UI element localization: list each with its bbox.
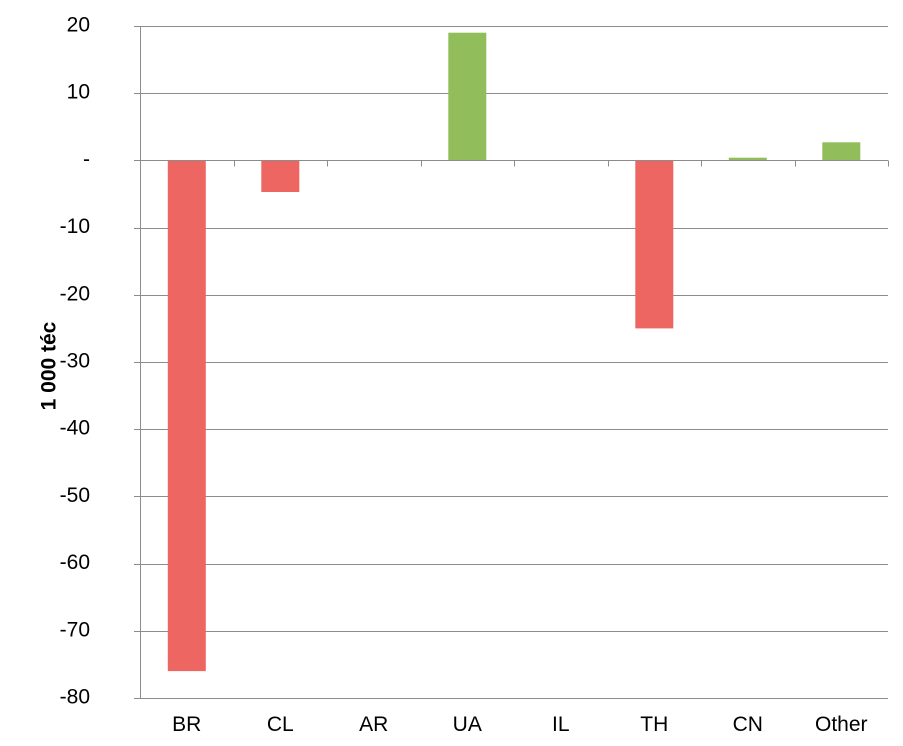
bar-cl — [261, 160, 300, 192]
y-axis-title: 1 000 téc — [38, 321, 61, 410]
x-tick-label: IL — [552, 713, 570, 736]
gridlines — [140, 26, 888, 699]
y-tick-labels: 20 10 - -10 -20 -30 -40 -50 -60 -70 -80 — [60, 14, 90, 709]
y-tick-label: -50 — [60, 484, 90, 507]
x-tick-label: UA — [453, 713, 482, 736]
y-tick-label: -80 — [60, 686, 90, 709]
x-tick-labels: BR CL AR UA IL TH CN Other — [172, 713, 867, 736]
axes — [134, 26, 889, 699]
x-tick-label: TH — [640, 713, 668, 736]
y-tick-label: -60 — [60, 551, 90, 574]
x-tick-label: CL — [267, 713, 294, 736]
y-tick-label: -20 — [60, 282, 90, 305]
y-tick-label: -40 — [60, 417, 90, 440]
bars — [167, 32, 861, 672]
bar-th — [635, 160, 674, 329]
x-tick-label: AR — [359, 713, 388, 736]
y-tick-label: 10 — [67, 81, 90, 104]
x-tick-label: CN — [733, 713, 763, 736]
y-tick-label: -30 — [60, 350, 90, 373]
y-tick-label: -10 — [60, 215, 90, 238]
y-tick-label: - — [83, 148, 90, 171]
bar-br — [167, 160, 206, 672]
bar-ua — [448, 32, 487, 161]
bar-other — [822, 142, 861, 161]
y-tick-label: -70 — [60, 618, 90, 641]
bar-cn — [728, 157, 767, 161]
x-tick-label: Other — [815, 713, 868, 736]
x-tick-label: BR — [172, 713, 201, 736]
y-tick-label: 20 — [67, 14, 90, 37]
